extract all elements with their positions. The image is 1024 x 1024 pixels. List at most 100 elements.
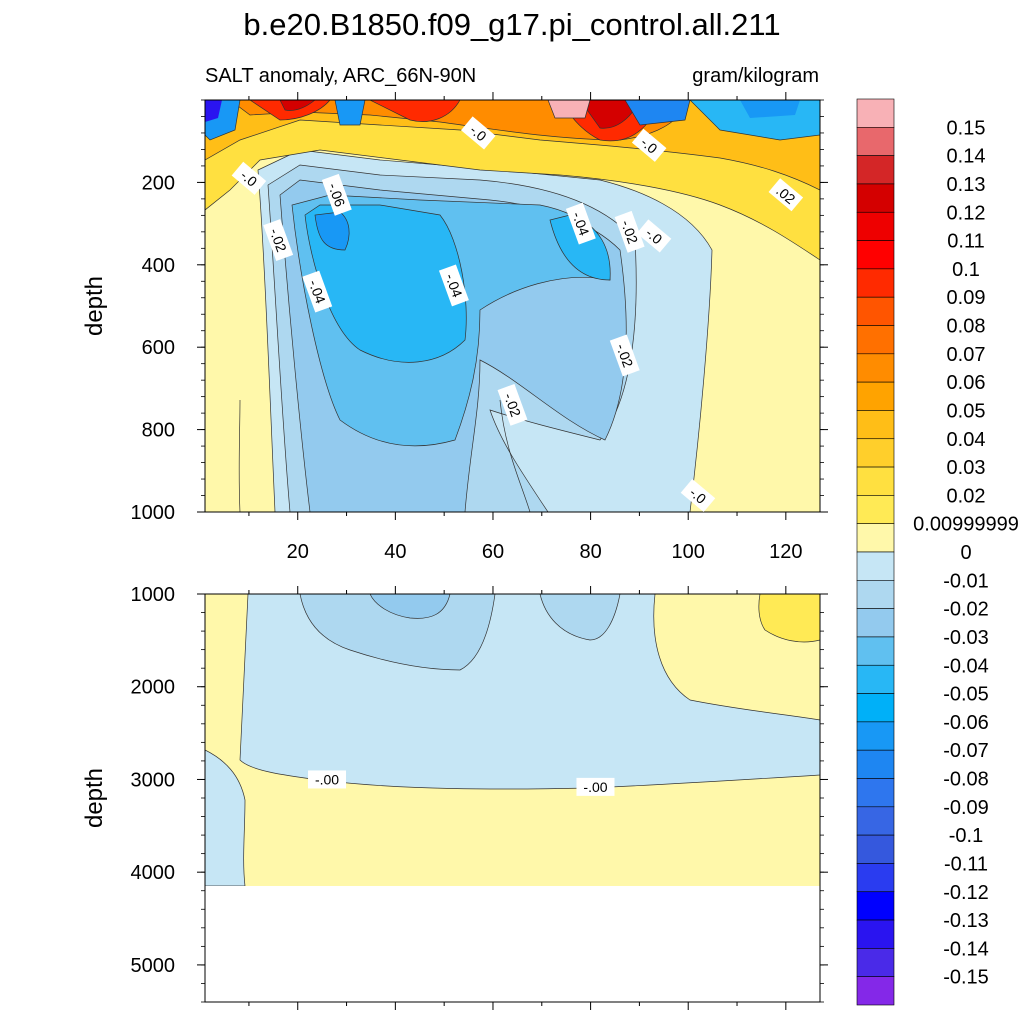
colorbar-swatch xyxy=(856,976,895,1006)
top-contour-labels: -.0-.06-.02-.04 -.04-.0-.04 -.02 -.0-.0.02-… xyxy=(231,116,804,513)
contour-label-text: -.04 xyxy=(306,278,329,306)
colorbar-label: -0.13 xyxy=(943,910,989,932)
colorbar-swatch xyxy=(856,296,895,326)
colorbar-label: 0.04 xyxy=(947,429,986,451)
contour-label-box xyxy=(768,178,804,212)
contour-label: -.02 xyxy=(263,219,294,262)
colorbar-swatch xyxy=(856,919,895,949)
contour-label-box xyxy=(680,478,716,513)
colorbar-label: 0.00999999 xyxy=(913,514,1019,536)
colorbar-label: 0.05 xyxy=(947,400,986,422)
colorbar-label: -0.07 xyxy=(943,740,989,762)
contour-label: -.00 xyxy=(308,770,347,789)
contour-label: -.02 xyxy=(497,383,528,426)
colorbar-label: 0.13 xyxy=(947,174,986,196)
contour-label-text: -.02 xyxy=(618,218,641,246)
contour-label-box xyxy=(497,383,528,426)
colorbar-swatch xyxy=(856,608,895,638)
contour-label-box xyxy=(321,173,352,216)
bottom-field xyxy=(205,594,820,886)
contour-label: -.0 xyxy=(631,128,667,162)
contour-label: -.02 xyxy=(609,334,640,377)
x-tick-label: 100 xyxy=(672,541,705,563)
bottom-data-mask xyxy=(205,886,820,1002)
colorbar-label: -0.14 xyxy=(943,938,989,960)
chart-title: b.e20.B1850.f09_g17.pi_control.all.211 xyxy=(243,7,780,42)
top-panel-frame xyxy=(204,99,821,513)
colorbar-label: -0.08 xyxy=(943,769,989,791)
colorbar-label: -0.04 xyxy=(943,655,989,677)
x-tick-label: 80 xyxy=(579,541,601,563)
colorbar-label: 0.11 xyxy=(947,231,984,253)
colorbar-label: -0.11 xyxy=(944,853,988,875)
contour-label-text: -.02 xyxy=(267,226,290,254)
colorbar-label: 0.1 xyxy=(952,259,980,281)
colorbar-label: -0.03 xyxy=(943,627,989,649)
chart-subtitle-right: gram/kilogram xyxy=(692,65,819,87)
contour-label-box xyxy=(461,116,496,150)
contour-label: -.0 xyxy=(231,161,267,195)
colorbar-label: -0.05 xyxy=(943,684,989,706)
colorbar-swatch xyxy=(856,891,895,921)
contour-label: -.0 xyxy=(636,219,672,253)
y-tick-label: 2000 xyxy=(131,677,176,699)
contour-label-box xyxy=(263,219,294,262)
contour-label: -.0 xyxy=(461,116,496,150)
colorbar-swatch xyxy=(856,466,895,496)
contour-label: -.00 xyxy=(576,777,615,796)
colorbar-label: -0.06 xyxy=(943,712,989,734)
y-axis-label: depth xyxy=(81,276,108,336)
contour-label-box xyxy=(302,270,333,313)
contour-label-text: -.04 xyxy=(569,210,592,238)
colorbar-swatch xyxy=(856,523,895,553)
contour-label-box xyxy=(576,777,615,796)
colorbar-swatch xyxy=(856,778,895,808)
contour-label: -.02 xyxy=(614,210,645,253)
colorbar-swatch xyxy=(856,183,895,213)
colorbar-swatch xyxy=(856,268,895,298)
colorbar-label: 0 xyxy=(960,542,971,564)
colorbar-label: -0.1 xyxy=(949,825,983,847)
colorbar-swatch xyxy=(856,664,895,694)
contour-label-text: -.02 xyxy=(613,341,636,369)
colorbar-swatch xyxy=(856,551,895,581)
contour-label-text: -.04 xyxy=(442,271,465,299)
colorbar-label: 0.03 xyxy=(947,457,986,479)
contour-label: -.04 xyxy=(565,202,596,245)
y-tick-label: 4000 xyxy=(131,862,176,884)
colorbar-label: 0.02 xyxy=(947,485,986,507)
y-tick-label: 200 xyxy=(142,172,175,194)
colorbar-swatch xyxy=(856,240,895,270)
colorbar-swatch xyxy=(856,155,895,185)
colorbar-swatch xyxy=(856,353,895,383)
colorbar-swatch xyxy=(856,863,895,893)
colorbar: 0.15 0.14 0.13 0.12 0.11 0.1 0.09 0.08 0.07 0.06 0… xyxy=(856,98,1019,1006)
colorbar-swatch xyxy=(856,749,895,779)
x-tick-label: 40 xyxy=(384,541,406,563)
colorbar-swatch xyxy=(856,948,895,977)
y-tick-label: 1000 xyxy=(131,584,176,606)
chart-subtitle-left: SALT anomaly, ARC_66N-90N xyxy=(205,65,476,87)
contour-label-box xyxy=(631,128,667,162)
x-tick-label: 20 xyxy=(287,541,309,563)
contour-label-text: -.00 xyxy=(583,779,607,795)
colorbar-swatch xyxy=(856,410,895,440)
colorbar-swatch xyxy=(856,834,895,864)
y-axis-label: depth xyxy=(81,768,108,828)
colorbar-label: 0.06 xyxy=(947,372,986,394)
contour-label-text: -.02 xyxy=(501,391,524,419)
x-tick-label: 60 xyxy=(482,541,504,563)
colorbar-swatch xyxy=(856,693,895,723)
top-field xyxy=(205,100,820,512)
colorbar-swatch xyxy=(856,325,895,355)
y-tick-label: 600 xyxy=(142,337,175,359)
colorbar-swatch xyxy=(856,806,895,836)
colorbar-swatch xyxy=(856,580,895,609)
bottom-contour-labels: -.00 -.00 xyxy=(308,770,615,796)
colorbar-swatch xyxy=(856,636,895,666)
bottom-panel: 1000 2000 3000 4000 5000 depth -.00 -.00 xyxy=(81,584,828,1010)
colorbar-label: -0.01 xyxy=(943,570,989,592)
contour-label-box xyxy=(231,161,267,195)
